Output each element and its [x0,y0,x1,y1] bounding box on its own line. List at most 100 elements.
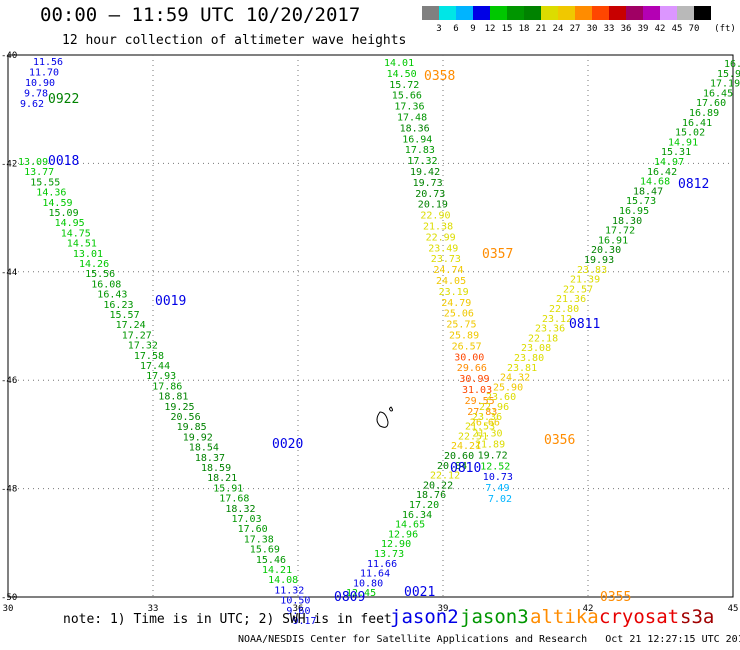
swh-reading: 10.50 [280,596,310,607]
lat-label: -44 [1,268,17,278]
swh-reading: 19.85 [177,422,207,433]
swh-reading: 13.77 [24,167,54,178]
swh-reading: 14.59 [42,198,72,209]
scale-label: 15 [501,24,513,34]
swh-reading: 16.94 [402,134,432,145]
swh-reading: 7.02 [488,494,512,505]
swh-reading: 23.80 [514,353,544,364]
swh-reading: 24.05 [436,276,466,287]
scale-swatch [694,6,711,20]
swh-reading: 16.95 [619,206,649,217]
swh-reading: 17.32 [128,341,158,352]
swh-reading: 15.09 [49,208,79,219]
note-text: note: 1) Time is in UTC; 2) SWH is in fe… [63,612,392,627]
pass-time-label: 0357 [482,247,513,262]
pass-time-label: 0355 [600,590,631,605]
swh-reading: 19.73 [413,178,443,189]
scale-swatch [473,6,490,20]
swh-reading: 9.17 [293,616,317,627]
scale-swatch [677,6,694,20]
swh-reading: 15.91 [213,483,243,494]
swh-reading: 11.70 [29,68,59,79]
swh-reading: 17.60 [696,98,726,109]
swh-reading: 17.72 [605,226,635,237]
scale-label: 21 [535,24,547,34]
swh-reading: 18.37 [195,453,225,464]
swh-reading: 17.19 [710,79,740,90]
swh-reading: 31.03 [462,385,492,396]
swh-reading: 20.84 [437,461,467,472]
swh-reading: 16.91 [598,235,628,246]
pass-time-label: 0021 [404,585,435,600]
swh-reading: 14.08 [268,575,298,586]
scale-swatch [524,6,541,20]
swh-reading: 14.97 [654,157,684,168]
swh-reading: 20.56 [171,412,201,423]
swh-reading: 16.71 [724,59,740,70]
swh-reading: 23.73 [431,254,461,265]
swh-reading: 14.91 [668,137,698,148]
swh-reading: 16.23 [103,300,133,311]
map-frame [7,54,734,598]
swh-reading: 18.30 [612,216,642,227]
legend-s3a: s3a [680,606,715,628]
scale-label: 3 [436,24,442,34]
swh-reading: 18.36 [400,123,430,134]
pass-time-label: 0811 [569,317,600,332]
swh-reading: 30.99 [459,374,489,385]
scale-label: 9 [470,24,476,34]
scale-swatch [626,6,643,20]
swh-reading: 14.65 [395,520,425,531]
swh-reading: 17.27 [122,330,152,341]
swh-reading: 12.52 [480,461,510,472]
swh-reading: 16.45 [703,88,733,99]
scale-label: 70 [688,24,700,34]
swh-reading: 15.56 [85,269,115,280]
lon-label: 33 [148,604,159,614]
swh-reading: 25.75 [446,320,476,331]
pass-time-label: 0809 [334,590,365,605]
swh-reading: 20.60 [444,451,474,462]
pass-time-label: 0356 [544,433,575,448]
swh-reading: 12.45 [346,588,376,599]
swh-reading: 20.19 [418,200,448,211]
swh-reading: 18.59 [201,463,231,474]
swh-reading: 26.66 [470,418,500,429]
swh-reading: 23.49 [428,243,458,254]
swh-reading: 21.30 [472,429,502,440]
swh-reading: 15.31 [661,147,691,158]
legend-altika: altika [530,606,599,628]
swh-reading: 14.75 [61,228,91,239]
swh-reading: 11.66 [367,559,397,570]
swh-reading: 17.48 [397,113,427,124]
swh-reading: 17.24 [116,320,146,331]
swh-reading: 26.57 [452,341,482,352]
lat-label: -46 [1,376,17,386]
scale-swatch [643,6,660,20]
swh-reading: 14.95 [55,218,85,229]
swh-reading: 17.60 [238,524,268,535]
scale-swatch [422,6,439,20]
swh-reading: 18.76 [416,490,446,501]
swh-reading: 22.57 [563,284,593,295]
swh-reading: 22.80 [549,304,579,315]
scale-swatch [507,6,524,20]
swh-reading: 15.66 [392,91,422,102]
pass-time-label: 0020 [272,437,303,452]
swh-reading: 22.96 [479,402,509,413]
swh-reading: 22.90 [420,211,450,222]
swh-reading: 29.66 [457,363,487,374]
swh-reading: 15.72 [389,80,419,91]
scale-swatch [541,6,558,20]
swh-reading: 15.73 [626,196,656,207]
swh-reading: 23.81 [507,363,537,374]
scale-swatch [439,6,456,20]
scale-label: 36 [620,24,632,34]
swh-reading: 13.09 [18,157,48,168]
scale-swatch [592,6,609,20]
swh-reading: 22.12 [430,471,460,482]
swh-reading: 21.53 [465,422,495,433]
chart-title: 00:00 – 11:59 UTC 10/20/2017 [40,4,361,26]
swh-reading: 19.25 [164,402,194,413]
